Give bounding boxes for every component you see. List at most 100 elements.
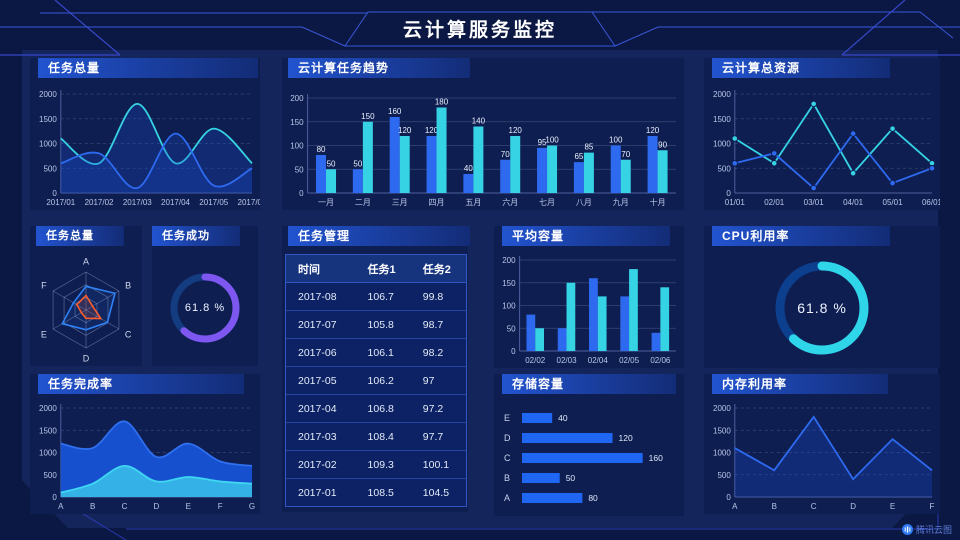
svg-text:200: 200 [502,256,516,265]
svg-text:D: D [154,502,160,511]
svg-text:90: 90 [658,140,667,149]
svg-text:100: 100 [290,142,304,151]
svg-text:F: F [41,281,47,291]
panel-average-capacity: 平均容量 0 50 100 150 200 02/02 02/03 02/04 02/05 02/… [494,226,684,368]
svg-text:2017/03: 2017/03 [123,198,152,207]
panel-task-completion: 任务完成率 0 500 1000 1500 2000 A B C D E F G [30,374,260,514]
svg-text:2017/01: 2017/01 [46,198,75,207]
table-cell: 97 [410,366,466,395]
panel-memory-utilization: 内存利用率 0 500 1000 1500 2000 A B C D E F [704,374,940,514]
svg-text:100: 100 [502,302,516,311]
svg-text:65: 65 [574,152,583,161]
svg-text:E: E [186,502,191,511]
svg-text:F: F [218,502,223,511]
svg-text:四月: 四月 [429,198,445,207]
svg-text:三月: 三月 [392,198,408,207]
svg-text:十月: 十月 [650,197,666,207]
svg-text:D: D [850,502,856,511]
table-cell: 97.7 [410,422,466,451]
svg-text:0: 0 [726,189,731,198]
panel-title-task-completion: 任务完成率 [38,374,244,394]
svg-text:180: 180 [435,98,449,107]
svg-text:2000: 2000 [39,90,57,99]
svg-text:95: 95 [538,138,547,147]
svg-text:100: 100 [609,136,623,145]
table-cell: 104.5 [410,478,466,506]
panel-task-management: 任务管理 时间 任务1 任务2 2017-08 106.7 99.8 2017-07 105.… [282,226,470,512]
svg-text:02/04: 02/04 [588,356,609,365]
svg-text:120: 120 [398,126,412,135]
table-row: 2017-02 109.3 100.1 [286,450,466,479]
svg-text:40: 40 [464,164,473,173]
svg-text:160: 160 [388,107,402,116]
panel-task-total-line: 任务总量 0 500 1000 1500 2000 2017/01 2017/02 2017/… [30,58,260,210]
total-resources-chart: 0 500 1000 1500 2000 01/01 02/01 03/01 04/01 05/0… [704,82,940,210]
table-cell: 2017-01 [286,478,356,506]
svg-text:02/02: 02/02 [525,356,546,365]
task-total-radar-chart: A B C D E F [30,252,142,364]
table-row: 2017-01 108.5 104.5 [286,478,466,506]
panel-task-total-radar: 任务总量 A B C D E F [30,226,142,366]
svg-text:2017/02: 2017/02 [85,198,114,207]
svg-text:B: B [90,502,95,511]
svg-text:02/03: 02/03 [557,356,578,365]
svg-text:04/01: 04/01 [843,198,864,207]
svg-text:06/01: 06/01 [922,198,940,207]
svg-text:140: 140 [472,117,486,126]
svg-text:A: A [83,256,89,266]
table-row: 2017-03 108.4 97.7 [286,422,466,451]
svg-text:02/01: 02/01 [764,198,785,207]
memory-utilization-chart: 0 500 1000 1500 2000 A B C D E F [704,396,940,514]
table-column-header: 任务2 [410,255,466,283]
svg-text:80: 80 [317,145,326,154]
panel-cpu-utilization: CPU利用率 61.8 % [704,226,940,368]
task-trend-chart: 0 50 100 150 200 一月 二月 三月 四月 五月 六月 七月 八月 九月 十月 80 50 160 1… [282,82,684,210]
table-cell: 108.5 [355,478,411,506]
table-cell: 98.2 [410,338,466,367]
svg-text:500: 500 [43,471,57,480]
svg-text:120: 120 [619,433,633,443]
table-cell: 106.7 [355,282,411,311]
svg-text:0: 0 [511,347,516,356]
svg-text:40: 40 [558,413,568,423]
svg-text:150: 150 [290,118,304,127]
svg-text:二月: 二月 [355,198,371,207]
table-cell: 2017-04 [286,394,356,423]
tencent-logo-icon [901,524,913,535]
panel-total-resources: 云计算总资源 0 500 1000 1500 2000 01/01 02/01 03/01 04… [704,58,940,210]
svg-text:2000: 2000 [713,404,731,413]
svg-text:E: E [41,329,47,339]
svg-text:C: C [122,502,128,511]
svg-text:0: 0 [52,493,57,502]
svg-text:50: 50 [353,159,362,168]
svg-text:02/06: 02/06 [650,356,671,365]
svg-text:A: A [504,493,510,503]
svg-text:150: 150 [361,112,375,121]
svg-text:七月: 七月 [539,198,555,207]
task-completion-chart: 0 500 1000 1500 2000 A B C D E F G [30,396,260,514]
svg-text:1000: 1000 [39,449,57,458]
svg-text:1500: 1500 [39,426,57,435]
svg-text:02/05: 02/05 [619,356,640,365]
svg-text:1000: 1000 [713,449,731,458]
svg-text:一月: 一月 [318,198,334,207]
panel-title-total-resources: 云计算总资源 [712,58,890,78]
table-row: 2017-08 106.7 99.8 [286,282,466,311]
svg-text:C: C [811,502,817,511]
svg-text:05/01: 05/01 [883,198,904,207]
panel-task-trend: 云计算任务趋势 0 50 100 150 200 一月 二月 三月 四月 五月 六月 七月 八月 九月 十月… [282,58,684,210]
panel-title-task-success: 任务成功 [152,226,240,246]
task-total-line-chart: 0 500 1000 1500 2000 2017/01 2017/02 2017/03 201… [30,82,260,210]
svg-text:120: 120 [509,126,523,135]
panel-storage-capacity: 存储容量 E 40 D 120 C 160 B 50 A 80 [494,374,684,516]
svg-text:0: 0 [726,493,731,502]
panel-title-storage-capacity: 存储容量 [502,374,676,394]
table-cell: 2017-05 [286,366,356,395]
svg-text:八月: 八月 [576,198,592,207]
svg-text:六月: 六月 [502,197,518,207]
table-cell: 99.8 [410,282,466,311]
panel-title-task-management: 任务管理 [288,226,470,246]
svg-text:B: B [772,502,777,511]
svg-text:01/01: 01/01 [725,198,746,207]
table-column-header: 任务1 [355,255,411,283]
